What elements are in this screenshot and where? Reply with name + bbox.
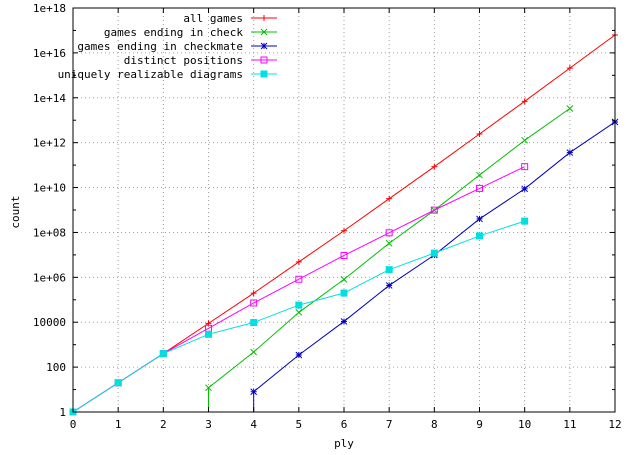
data-point (566, 65, 573, 72)
data-point (114, 379, 122, 387)
x-tick-label: 8 (431, 418, 438, 431)
y-tick-label: 10000 (33, 316, 66, 329)
data-point (250, 299, 258, 307)
x-tick-label: 7 (386, 418, 393, 431)
legend-marker (260, 56, 268, 64)
data-point (340, 251, 348, 259)
series-3 (69, 163, 529, 416)
series-0 (70, 31, 618, 415)
y-tick-label: 1e+14 (33, 92, 66, 105)
data-point (295, 309, 303, 316)
data-point (295, 301, 303, 309)
x-tick-label: 2 (160, 418, 167, 431)
data-point (250, 290, 257, 297)
data-point (430, 206, 438, 214)
data-point (385, 266, 393, 274)
data-point (250, 388, 258, 396)
y-tick-label: 1e+16 (33, 47, 66, 60)
data-point (385, 282, 393, 289)
x-tick-label: 1 (115, 418, 122, 431)
y-tick-label: 1 (59, 406, 66, 419)
data-point (521, 217, 529, 225)
data-point (386, 195, 393, 202)
y-tick-label: 1e+06 (33, 271, 66, 284)
data-point (476, 171, 483, 179)
data-point (250, 319, 258, 327)
x-tick-label: 3 (205, 418, 212, 431)
tick-labels: 0 1 2 3 4 5 6 7 8 9 10 11 121100100001e+061e+081e+10… (33, 2, 622, 431)
data-point (295, 351, 303, 359)
legend-entry: games ending in checkmate (77, 40, 277, 53)
data-point (340, 318, 348, 325)
legend-entry: all games (183, 12, 277, 25)
legend-entry: uniquely realizable diagrams (58, 68, 277, 81)
data-point (295, 258, 302, 265)
data-point (340, 276, 348, 283)
series-1 (205, 105, 574, 412)
y-tick-label: 1e+08 (33, 226, 66, 239)
legend-entry: distinct positions (124, 54, 277, 67)
data-point (521, 163, 529, 171)
data-point (431, 163, 438, 170)
legend-marker (260, 70, 268, 78)
x-tick-label: 5 (296, 418, 303, 431)
data-point (476, 184, 483, 192)
legend-marker (260, 28, 268, 36)
x-tick-label: 6 (341, 418, 348, 431)
x-tick-label: 0 (70, 418, 77, 431)
y-tick-label: 1e+10 (33, 182, 66, 195)
legend-label: games ending in checkmate (77, 40, 243, 53)
data-point (385, 239, 393, 247)
legend-marker (261, 15, 267, 21)
x-axis-title: ply (334, 437, 354, 450)
y-tick-label: 100 (46, 361, 66, 374)
legend-label: games ending in check (104, 26, 243, 39)
data-point (476, 232, 483, 240)
data-point (566, 149, 574, 156)
legend-label: all games (183, 12, 243, 25)
x-tick-label: 12 (608, 418, 621, 431)
series-layer (69, 31, 619, 416)
data-point (521, 98, 528, 105)
series-line (253, 121, 616, 412)
x-tick-label: 10 (518, 418, 531, 431)
x-tick-label: 4 (250, 418, 257, 431)
data-point (295, 275, 303, 283)
legend-marker (260, 42, 268, 50)
y-axis-title: count (9, 195, 22, 228)
data-point (341, 227, 347, 234)
legend-entry: games ending in check (104, 26, 277, 39)
y-tick-label: 1e+18 (33, 2, 66, 15)
data-point (476, 130, 483, 137)
y-tick-label: 1e+12 (33, 137, 66, 150)
x-tick-label: 11 (563, 418, 576, 431)
data-point (340, 289, 348, 297)
x-tick-label: 9 (476, 418, 483, 431)
series-line (208, 108, 571, 412)
data-point (385, 229, 393, 237)
data-point (250, 348, 258, 356)
data-point (205, 384, 212, 392)
data-point (476, 215, 483, 223)
legend-label: uniquely realizable diagrams (58, 68, 243, 81)
data-point (521, 136, 529, 144)
data-point (566, 105, 574, 112)
series-line (72, 34, 616, 413)
data-point (159, 350, 167, 358)
data-point (205, 330, 212, 338)
ticks (72, 7, 616, 413)
data-point (521, 185, 529, 193)
grid (73, 8, 615, 412)
series-line (72, 166, 525, 413)
data-point (430, 249, 438, 257)
legend-label: distinct positions (124, 54, 243, 67)
